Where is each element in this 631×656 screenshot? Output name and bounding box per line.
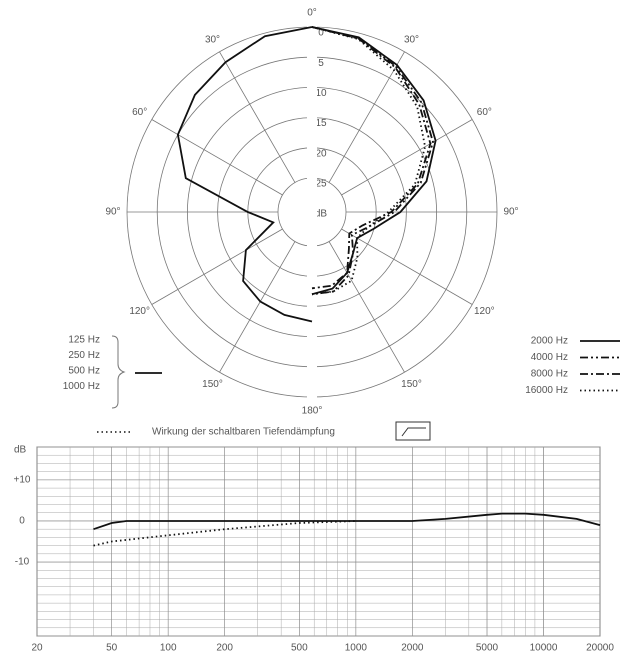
polar-curve [311,26,437,296]
legend-label: 4000 Hz [531,352,568,363]
polar-curve [311,26,432,290]
legend-label: 2000 Hz [531,336,568,347]
lowcut-icon-box [395,421,431,441]
x-tick-label: 20000 [586,643,614,654]
r-tick-label: 25 [315,179,327,190]
response-curve [93,512,601,531]
theta-tick-label: 60° [132,107,147,118]
r-tick-label: 10 [315,88,327,99]
theta-tick-label: 120° [474,306,495,317]
theta-tick-label: 150° [202,379,223,390]
y-axis-label: dB [14,445,27,456]
theta-tick-label: 90° [105,207,120,218]
x-tick-label: 5000 [476,643,499,654]
theta-tick-label: 90° [503,207,518,218]
x-tick-label: 50 [106,643,118,654]
y-tick-label: +10 [14,475,31,486]
x-tick-label: 2000 [401,643,424,654]
plot-frame [36,446,601,637]
x-tick-label: 20 [31,643,43,654]
polar-spoke [328,241,405,373]
theta-tick-label: 120° [129,306,150,317]
x-tick-label: 10000 [530,643,558,654]
polar-spoke [151,119,283,196]
polar-spoke [219,241,296,373]
x-tick-label: 100 [160,643,177,654]
polar-curve [311,26,427,296]
lowcut-icon [401,427,426,437]
legend-label: 1000 Hz [63,381,100,392]
polar-spoke [151,228,283,305]
r-tick-label: 20 [315,148,327,159]
legend-label: 125 Hz [68,335,100,346]
r-tick-label: 5 [318,58,324,69]
legend-label: 8000 Hz [531,369,568,380]
chart-layer: 0 5 10 15 20 25 dB 0° 30° 60° 90° 120° 150° 180° 150° 1… [14,8,620,654]
legend-title: Wirkung der schaltbaren Tiefendämpfung [152,427,335,438]
theta-tick-label: 30° [205,34,220,45]
polar-curve [176,26,313,323]
x-tick-label: 1000 [345,643,368,654]
r-tick-label: 15 [315,118,327,129]
x-tick-label: 500 [291,643,308,654]
theta-tick-label: 0° [307,8,317,19]
polar-spoke [219,51,296,183]
y-tick-label: -10 [15,557,30,568]
legend-label: 16000 Hz [525,385,568,396]
polar-spoke [328,51,405,183]
polar-spoke [341,119,473,196]
polar-curve [311,26,434,296]
polar-spoke [341,228,473,305]
response-curve [93,520,356,547]
legend-label: 500 Hz [68,366,100,377]
theta-tick-label: 150° [401,379,422,390]
y-tick-label: 0 [19,516,25,527]
center-gap [307,25,317,399]
legend-brace [111,335,126,409]
theta-tick-label: 30° [404,34,419,45]
r-tick-label: 0 [318,28,324,39]
r-axis-label: dB [315,209,328,220]
x-tick-label: 200 [216,643,233,654]
legend-label: 250 Hz [68,350,100,361]
theta-tick-label: 180° [302,406,323,417]
theta-tick-label: 60° [477,107,492,118]
